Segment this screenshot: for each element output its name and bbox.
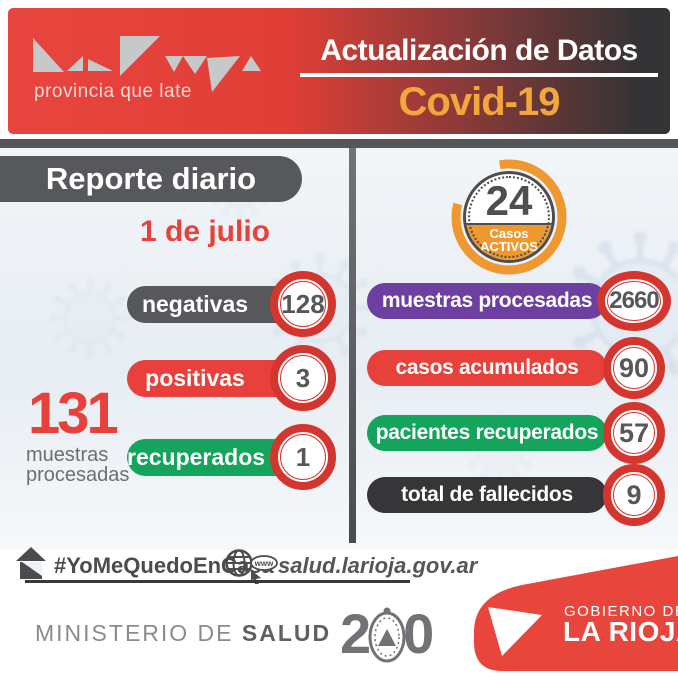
stat-row-pacientes-recuperados: pacientes recuperados 57 (350, 402, 678, 464)
stat-row-positivas: positivas 3 (0, 345, 350, 411)
house-icon (16, 547, 46, 579)
la-rioja-logo: provincia que late (33, 36, 261, 102)
column-divider (349, 148, 356, 543)
active-cases-badge: 24 Casos ACTIVOS (447, 155, 571, 279)
samples-label: muestras procesadas (26, 444, 130, 486)
stat-row-casos-acumulados: casos acumulados 90 (350, 337, 678, 399)
header-strip (0, 139, 678, 148)
www-badge (250, 555, 278, 571)
cursor-icon (251, 570, 261, 584)
stat-row-muestras-procesadas: muestras procesadas 2660 (350, 270, 678, 332)
gov-triangle-icon (488, 607, 542, 656)
bicentennial-emblem (368, 607, 406, 663)
stat-row-total-fallecidos: total de fallecidos 9 (350, 464, 678, 526)
gobierno-la-rioja-badge: GOBIERNO DE LA RIOJA (474, 556, 678, 671)
report-title: Reporte diario (0, 156, 302, 202)
active-cases-value: 24 (485, 177, 533, 224)
stat-value-badge: 128 (270, 271, 336, 337)
www-label: www (254, 559, 274, 568)
stat-row-recuperados: recuperados 1 (0, 424, 350, 490)
stat-label: pacientes recuperados (367, 415, 607, 451)
globe-www-icon: www (225, 549, 278, 584)
header-subtitle: Covid-19 (398, 80, 561, 124)
stat-value-badge: 57 (603, 402, 665, 464)
header-underline (300, 73, 658, 77)
gov-line1: GOBIERNO DE (564, 603, 678, 620)
stat-value-badge: 2660 (597, 271, 671, 331)
stat-row-negativas: negativas 128 (0, 271, 350, 337)
orange-arc (451, 159, 567, 275)
samples-count: 131 (28, 381, 119, 446)
ministry-name: MINISTERIO DE SALUD (35, 620, 332, 646)
footer-divider (25, 580, 410, 583)
website-url: salud.larioja.gov.ar (278, 553, 478, 578)
stat-label: casos acumulados (367, 350, 607, 386)
stat-label: total de fallecidos (367, 477, 607, 513)
stat-value-badge: 1 (270, 424, 336, 490)
header-titles: Actualización de Datos Covid-19 (298, 34, 660, 124)
active-cases-circle: 24 Casos ACTIVOS (463, 171, 555, 263)
logo-tagline: provincia que late (34, 81, 192, 102)
bicentennial-logo: 2 0 (340, 602, 435, 665)
stat-value-badge: 90 (603, 337, 665, 399)
header-title: Actualización de Datos (320, 34, 638, 67)
stat-label: muestras procesadas (367, 283, 607, 319)
stat-value-badge: 3 (270, 345, 336, 411)
stat-value-badge: 9 (603, 464, 665, 526)
gov-line2: LA RIOJA (563, 616, 678, 647)
active-cases-label: Casos ACTIVOS (480, 226, 538, 254)
report-date: 1 de julio (139, 215, 271, 248)
header-band: provincia que late Actualización de Dato… (8, 8, 670, 134)
